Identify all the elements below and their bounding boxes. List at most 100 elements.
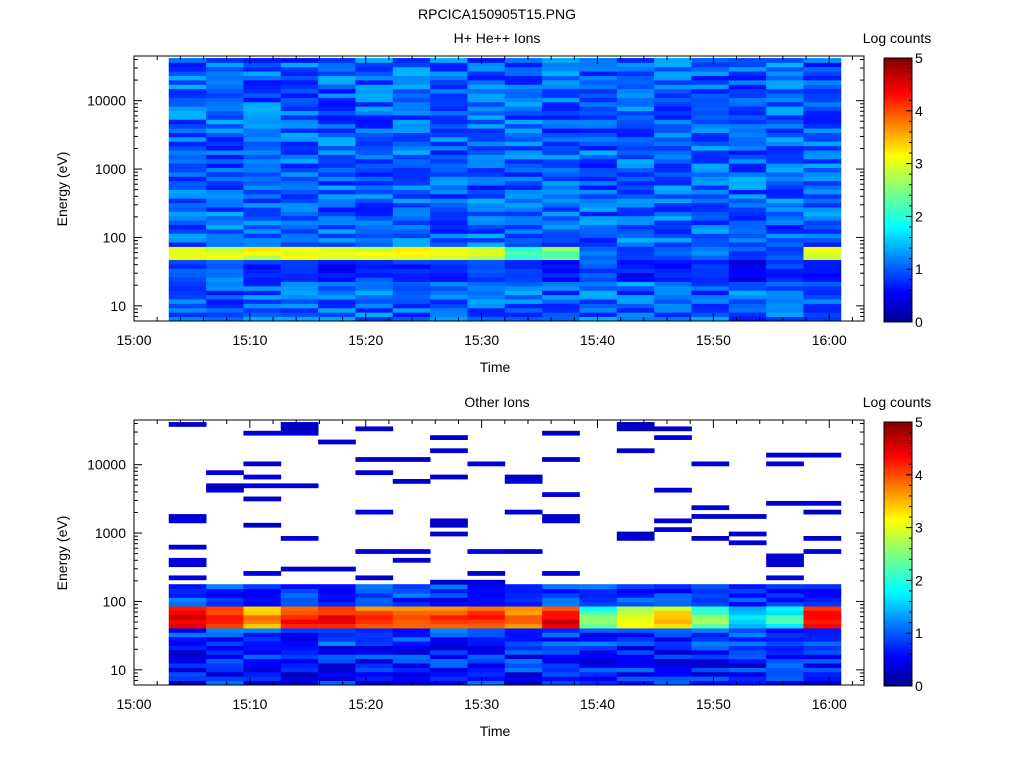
spectrogram-cell (654, 658, 692, 664)
spectrogram-cell (616, 307, 655, 313)
spectrogram-cell (654, 97, 692, 103)
spectrogram-cell (803, 154, 842, 160)
spectrogram-cell (243, 290, 282, 296)
spectrogram-cell (467, 158, 506, 164)
spectrogram-cell (206, 128, 244, 133)
spectrogram-cell (355, 628, 394, 633)
spectrogram-cell (355, 426, 394, 432)
spectrogram-cell (355, 237, 394, 243)
spectrogram-cell (206, 198, 244, 204)
spectrogram-cell (467, 97, 506, 103)
spectrogram-cell (728, 623, 767, 629)
spectrogram-cell (579, 207, 618, 212)
spectrogram-cell (206, 123, 244, 129)
spectrogram-cell (766, 312, 804, 318)
spectrogram-cell (766, 658, 804, 664)
spectrogram-cell (318, 211, 356, 217)
spectrogram-cell (504, 479, 543, 484)
spectrogram-cell (803, 171, 842, 177)
spectrogram-cell (803, 123, 842, 129)
spectrogram-cell (616, 123, 655, 129)
spectrogram-cell (766, 71, 804, 76)
spectrogram-cell (206, 303, 244, 309)
spectrogram-cell (803, 303, 842, 309)
spectrogram-cell (803, 189, 842, 195)
spectrogram-cell (168, 228, 207, 234)
spectrogram-cell (803, 79, 842, 85)
spectrogram-cell (803, 268, 842, 274)
spectrogram-cell (728, 128, 767, 133)
spectrogram-cell (542, 255, 580, 261)
spectrogram-cell (392, 457, 431, 462)
spectrogram-cell (392, 597, 431, 603)
spectrogram-cell (467, 228, 506, 234)
spectrogram-cell (504, 645, 543, 651)
spectrogram-cell (467, 281, 506, 287)
spectrogram-cell (803, 136, 842, 142)
spectrogram-cell (392, 132, 431, 138)
spectrogram-cell (616, 119, 655, 125)
spectrogram-cell (579, 255, 618, 261)
spectrogram-cell (280, 97, 319, 103)
spectrogram-cell (430, 641, 468, 646)
spectrogram-cell (579, 84, 618, 90)
spectrogram-cell (392, 171, 431, 177)
spectrogram-cell (579, 623, 618, 629)
spectrogram-cell (355, 575, 394, 581)
spectrogram-cell (504, 649, 543, 655)
spectrogram-cell (691, 290, 730, 296)
spectrogram-cell (430, 79, 468, 85)
spectrogram-cell (243, 307, 282, 313)
spectrogram-cell (803, 132, 842, 138)
spectrogram-cell (766, 207, 804, 212)
spectrogram-cell (206, 88, 244, 94)
spectrogram-cell (355, 145, 394, 151)
spectrogram-cell (766, 610, 804, 616)
spectrogram-cell (654, 285, 692, 291)
spectrogram-cell (467, 654, 506, 660)
spectrogram-cell (467, 88, 506, 94)
spectrogram-cell (280, 636, 319, 642)
spectrogram-cell (803, 167, 842, 173)
spectrogram-cell (504, 509, 543, 515)
spectrogram-cell (280, 535, 319, 541)
spectrogram-cell (467, 614, 506, 620)
spectrogram-cell (728, 663, 767, 668)
spectrogram-cell (392, 110, 431, 116)
x-axis: 15:00 15:10 15:20 15:30 15:40 15:50 16:00 (116, 56, 853, 348)
spectrogram-cell (280, 150, 319, 155)
spectrogram-cell (280, 233, 319, 239)
spectrogram-cell (803, 259, 842, 265)
spectrogram-cell (168, 654, 207, 660)
spectrogram-cell (430, 307, 468, 313)
spectrogram-cell (728, 93, 767, 98)
spectrogram-cell (542, 259, 580, 265)
spectrogram-cell (243, 233, 282, 239)
spectrogram-cell (243, 150, 282, 155)
spectrogram-cell (803, 610, 842, 616)
spectrogram-cell (168, 242, 207, 247)
spectrogram-cell (616, 294, 655, 300)
spectrogram-cell (504, 233, 543, 239)
spectrogram-cell (355, 268, 394, 274)
spectrogram-cell (579, 88, 618, 94)
spectrogram-cell (355, 88, 394, 94)
spectrogram-cell (280, 628, 319, 633)
spectrogram-cell (318, 242, 356, 247)
spectrogram-cell (280, 584, 319, 589)
spectrogram-cell (430, 606, 468, 611)
spectrogram-cell (355, 101, 394, 107)
spectrogram-cell (280, 483, 319, 489)
spectrogram-cell (504, 667, 543, 673)
spectrogram-cell (206, 101, 244, 107)
spectrogram-cell (467, 592, 506, 598)
spectrogram-cell (579, 136, 618, 142)
colorbar-tick-label: 2 (915, 208, 923, 224)
spectrogram-cell (616, 588, 655, 594)
spectrogram-cell (766, 115, 804, 120)
spectrogram-cell (392, 636, 431, 642)
spectrogram-cell (318, 97, 356, 103)
spectrogram-cell (318, 119, 356, 125)
spectrogram-cell (579, 601, 618, 607)
